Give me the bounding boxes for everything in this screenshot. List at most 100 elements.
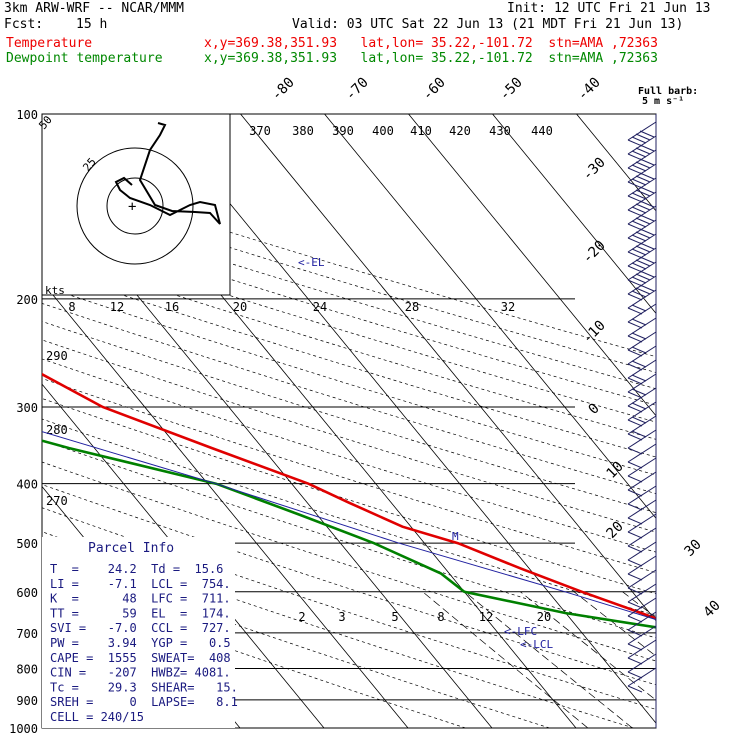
- mixing-ratio-bottom-label: 5: [391, 610, 398, 624]
- wind-barb-flag: [627, 685, 643, 693]
- wind-barb-flag: [627, 195, 643, 203]
- wind-barb-flag: [631, 374, 647, 382]
- isotherm-label: -70: [343, 75, 372, 104]
- wind-barb-flag: [627, 587, 643, 595]
- wind-barb-flag: [627, 279, 643, 287]
- wind-barb: [627, 457, 657, 477]
- wind-barb-flag: [627, 503, 643, 511]
- wind-barb-flag: [631, 388, 647, 396]
- parcel-info-row: T = 24.2 Td = 15.6: [50, 562, 223, 576]
- wind-barb-flag: [627, 167, 643, 175]
- wind-barb-flag: [639, 186, 655, 194]
- theta-label: 430: [489, 124, 511, 138]
- wind-barb: [627, 541, 657, 561]
- wind-barb-flag: [631, 178, 647, 186]
- pressure-tick-label: 100: [16, 108, 38, 122]
- init-time: Init: 12 UTC Fri 21 Jun 13: [507, 1, 711, 16]
- wind-barb-flag: [631, 304, 647, 312]
- wind-barb-flag: [627, 265, 643, 273]
- mixing-ratio-top-label: 32: [501, 300, 515, 314]
- wind-barb: [627, 653, 657, 673]
- parcel-info-row: CIN = -207 HWBZ= 4081.: [50, 666, 231, 680]
- wind-barb-flag: [635, 203, 651, 211]
- wind-barb: [627, 499, 657, 519]
- theta-label: 370: [249, 124, 271, 138]
- parcel-info-row: Tc = 29.3 SHEAR= 15.: [50, 680, 238, 694]
- wind-barb-flag: [635, 231, 651, 239]
- isotherm-line: [576, 114, 656, 212]
- barb-key-title: Full barb:: [638, 86, 698, 97]
- wind-barb-flag: [635, 175, 651, 183]
- isotherm-label: 30: [682, 537, 705, 560]
- wind-barb: [627, 625, 657, 645]
- parcel-info-title: Parcel Info: [88, 541, 174, 556]
- wind-barbs: [627, 114, 657, 728]
- wind-barb-flag: [631, 234, 647, 242]
- mixing-ratio-top-label: 20: [233, 300, 247, 314]
- isotherm-label: -80: [269, 75, 298, 104]
- wind-barb: [627, 555, 657, 575]
- wind-barb-flag: [627, 307, 643, 315]
- wind-barb-flag: [627, 461, 643, 469]
- mixing-ratio-bottom-label: 8: [437, 610, 444, 624]
- pressure-tick-label: 300: [16, 401, 38, 415]
- wind-barb-flag: [627, 363, 643, 371]
- sounding-traces: [42, 372, 656, 629]
- wind-barb: [627, 639, 657, 659]
- pressure-tick-label: 800: [16, 662, 38, 676]
- theta-label: 400: [372, 124, 394, 138]
- valid-time: Valid: 03 UTC Sat 22 Jun 13 (21 MDT Fri …: [292, 17, 684, 32]
- isotherm-label: -40: [575, 75, 604, 104]
- temperature-location-info: x,y=369.38,351.93 lat,lon= 35.22,-101.72…: [204, 36, 658, 51]
- dewpoint-location-info: x,y=369.38,351.93 lat,lon= 35.22,-101.72…: [204, 51, 658, 66]
- isotherm-label: -50: [497, 75, 526, 104]
- theta-left-label: 270: [46, 494, 68, 508]
- hodograph-ring-outer: [76, 147, 194, 265]
- parcel-info-row: SVI = -7.0 CCL = 727.: [50, 621, 231, 635]
- dry-adiabat: [42, 398, 656, 595]
- dry-adiabat: [42, 378, 656, 574]
- wind-barb-flag: [635, 189, 651, 197]
- wind-barb-flag: [627, 349, 643, 357]
- lfc-marker: <-LFC: [504, 625, 537, 638]
- mixing-ratio-top-label: 8: [68, 300, 75, 314]
- wind-barb-flag: [635, 245, 651, 253]
- wind-barb-flag: [631, 416, 647, 424]
- mixing-ratio-line: [464, 591, 633, 728]
- mixing-ratio-top-label: 28: [405, 300, 419, 314]
- wind-barb-flag: [627, 209, 643, 217]
- wind-barb-flag: [627, 545, 643, 553]
- wind-barb-flag: [627, 181, 643, 189]
- mixing-ratio-bottom-label: 3: [338, 610, 345, 624]
- isotherm-label: 20: [604, 519, 627, 542]
- wind-barb-flag: [627, 237, 643, 245]
- isotherm-label: -30: [580, 155, 609, 184]
- pressure-tick-label: 1000: [9, 722, 38, 736]
- wind-barb-flag: [627, 573, 643, 581]
- wind-barb-flag: [635, 147, 651, 155]
- wind-barb-flag: [627, 153, 643, 161]
- wind-barb-flag: [627, 475, 643, 483]
- wind-barb: [627, 597, 657, 617]
- wind-barb-flag: [639, 158, 655, 166]
- isotherm-line: [408, 114, 656, 417]
- parcel-info-row: LI = -7.1 LCL = 754.: [50, 577, 231, 591]
- pressure-tick-label: 500: [16, 537, 38, 551]
- wind-barb-flag: [639, 144, 655, 152]
- isotherm-label: 0: [586, 401, 603, 418]
- wind-barb-flag: [631, 248, 647, 256]
- pressure-tick-label: 600: [16, 586, 38, 600]
- wind-barb-flag: [631, 150, 647, 158]
- wind-barb-flag: [631, 206, 647, 214]
- theta-label: 380: [292, 124, 314, 138]
- wind-barb-flag: [627, 391, 643, 399]
- wind-barb-flag: [627, 433, 643, 441]
- dewpoint-legend-label: Dewpoint temperature: [6, 51, 163, 66]
- isotherm-line: [240, 114, 656, 622]
- forecast-hour: 15 h: [76, 17, 108, 32]
- isotherm-label: -20: [580, 238, 609, 267]
- wind-barb-flag: [635, 217, 651, 225]
- wind-barb: [627, 667, 657, 687]
- wind-barb-flag: [627, 517, 643, 525]
- wind-barb-flag: [639, 172, 655, 180]
